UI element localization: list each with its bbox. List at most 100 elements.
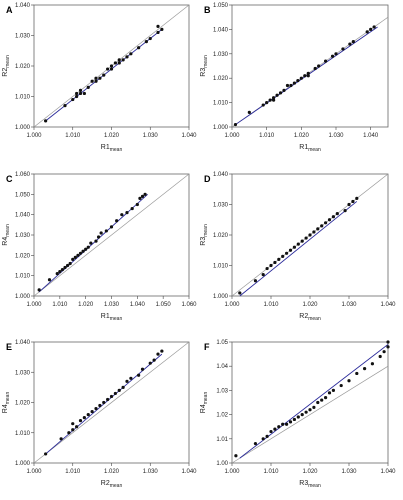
data-point — [304, 410, 308, 414]
data-point — [98, 403, 102, 408]
x-tick-label: 1.000 — [224, 133, 240, 139]
data-point — [347, 202, 351, 207]
data-point — [84, 247, 88, 251]
y-tick-label: 1.000 — [213, 294, 229, 300]
x-tick-label: 1.010 — [52, 302, 68, 308]
chart-panel-f: F 1.000 1.010 1.020 1.030 1.040 1.00 1.01 1.02 1.… — [200, 340, 396, 489]
data-point — [285, 251, 289, 255]
data-point — [78, 91, 83, 96]
data-point — [156, 24, 160, 28]
y-tick-label: 1.03 — [216, 388, 228, 394]
data-point — [304, 236, 308, 240]
data-point — [138, 196, 142, 200]
data-point — [299, 76, 303, 80]
data-point — [324, 59, 328, 63]
x-axis-label-main: R1 — [101, 144, 110, 151]
data-point — [234, 454, 238, 458]
data-point — [312, 230, 316, 234]
y-tick-label: 1.010 — [15, 431, 31, 437]
data-point — [308, 408, 312, 412]
y-tick-label: 1.010 — [15, 95, 31, 101]
x-tick-label: 1.040 — [130, 302, 146, 308]
data-point — [288, 248, 293, 252]
x-tick-label: 1.010 — [65, 133, 81, 139]
x-tick-label: 1.000 — [26, 469, 42, 475]
data-point — [331, 388, 335, 392]
data-point — [106, 67, 110, 71]
x-tick-label: 1.010 — [259, 133, 275, 139]
data-point — [37, 288, 41, 292]
y-axis-label-main: R3 — [200, 68, 207, 77]
data-point — [156, 352, 160, 356]
y-tick-label: 1.010 — [15, 274, 31, 280]
data-point — [96, 235, 101, 239]
data-point — [278, 91, 283, 95]
data-point — [82, 91, 86, 96]
data-point — [269, 263, 273, 268]
x-tick-label: 1.030 — [328, 133, 344, 139]
chart-panel-a: A 1.000 1.010 1.020 1.030 1.040 1.000 1.010 1.02… — [2, 3, 197, 153]
y-axis-label: R4mean — [200, 392, 209, 414]
data-point — [261, 103, 265, 107]
data-point — [55, 272, 59, 276]
data-point — [44, 452, 48, 456]
data-point — [253, 442, 257, 446]
data-point — [365, 30, 369, 34]
data-point — [125, 379, 129, 383]
data-point — [99, 231, 103, 235]
data-point — [300, 239, 304, 243]
x-axis-label-main: R1 — [299, 144, 308, 151]
x-tick-label: 1.020 — [294, 133, 310, 139]
data-point — [113, 391, 117, 396]
data-point — [47, 278, 52, 282]
data-point — [94, 79, 98, 83]
y-tick-label: 1.000 — [213, 125, 229, 131]
data-point — [292, 245, 296, 249]
data-point — [269, 429, 273, 434]
y-tick-label: 1.020 — [213, 76, 229, 82]
data-point — [386, 340, 390, 344]
data-point — [129, 376, 133, 380]
y-tick-label: 1.040 — [213, 172, 229, 178]
x-tick-label: 1.020 — [302, 302, 318, 308]
data-point — [73, 255, 77, 259]
data-point — [343, 209, 347, 213]
data-point — [137, 373, 141, 377]
x-axis-label: R1mean — [101, 313, 123, 322]
data-point — [285, 83, 290, 88]
data-point — [247, 110, 251, 114]
y-tick-label: 1.000 — [15, 294, 31, 300]
x-axis-label-sub: mean — [110, 483, 123, 489]
panel-label: E — [6, 342, 12, 352]
y-axis-label-sub: mean — [5, 55, 11, 68]
data-point — [369, 27, 373, 31]
y-tick-label: 1.030 — [15, 233, 31, 239]
y-tick-label: 1.040 — [15, 340, 31, 346]
x-axis-label-main: R2 — [101, 480, 110, 487]
data-point — [355, 371, 359, 376]
x-tick-label: 1.010 — [263, 302, 279, 308]
data-point — [148, 361, 152, 365]
data-point — [117, 61, 121, 65]
data-point — [109, 64, 114, 68]
x-tick-label: 1.040 — [181, 133, 197, 139]
y-axis-label-main: R4 — [2, 237, 9, 246]
data-point — [386, 345, 390, 349]
y-axis-label-main: R3 — [200, 237, 207, 246]
plot-frame — [231, 4, 389, 128]
x-axis-label-main: R2 — [299, 313, 308, 320]
data-point — [268, 98, 272, 102]
data-point — [339, 383, 343, 388]
data-point — [308, 233, 312, 237]
y-tick-label: 1.00 — [216, 461, 228, 467]
data-point — [285, 422, 289, 426]
chart-panel-e: E 1.000 1.010 1.020 1.030 1.040 1.000 1.010 1.02… — [2, 340, 197, 489]
data-point — [109, 394, 114, 399]
data-point — [156, 30, 160, 35]
chart-panel-c: C 1.000 1.010 1.020 1.030 1.040 1.050 1.060 1.00… — [2, 172, 197, 322]
x-tick-label: 1.030 — [104, 302, 120, 308]
data-point — [71, 428, 75, 432]
regression-line — [235, 26, 378, 125]
x-tick-label: 1.000 — [26, 302, 42, 308]
